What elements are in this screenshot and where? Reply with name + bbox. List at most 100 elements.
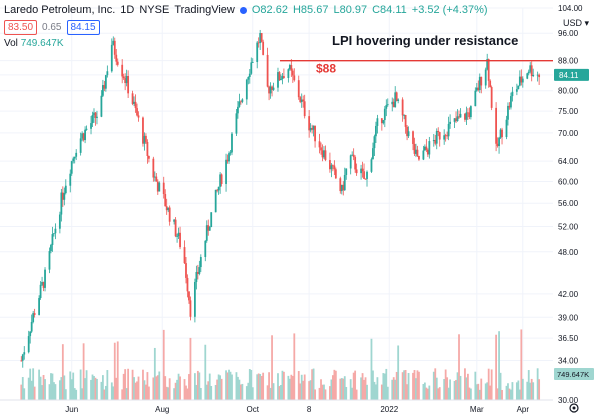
market-status-icon — [239, 6, 247, 14]
candle-body — [340, 184, 343, 192]
candle-body — [449, 121, 452, 124]
volume-bar — [422, 384, 425, 400]
volume-bar — [397, 345, 400, 400]
candle-body — [268, 86, 270, 94]
volume-bar — [145, 384, 147, 400]
candle-body — [423, 146, 426, 151]
candle-body — [376, 118, 379, 126]
volume-bar — [185, 385, 187, 400]
candle-body — [366, 171, 368, 179]
candle-body — [199, 257, 202, 268]
volume-bar — [478, 389, 481, 400]
volume-bar — [61, 344, 64, 400]
volume-bar — [418, 371, 420, 400]
volume-bar — [469, 388, 472, 400]
buy-button[interactable]: 84.15 — [66, 20, 100, 35]
volume-bar — [205, 384, 208, 400]
settings-gear-icon[interactable] — [569, 403, 579, 413]
candle-body — [196, 271, 199, 274]
candle-body — [82, 133, 85, 141]
candle-body — [131, 93, 134, 104]
volume-tag: 749.647K — [554, 368, 594, 380]
volume-bar — [323, 384, 325, 400]
candle-body — [352, 154, 355, 158]
candle-body — [372, 148, 374, 160]
volume-bar — [383, 373, 386, 400]
volume-bar — [165, 386, 168, 400]
candle-body — [412, 131, 414, 144]
candle-body — [318, 141, 321, 148]
currency-selector[interactable]: USD ▾ — [563, 18, 590, 28]
candle-body — [383, 108, 386, 121]
price-tick-label: 39.00 — [558, 313, 579, 322]
candle-body — [147, 155, 150, 159]
candle-body — [247, 76, 250, 80]
volume-bar — [480, 378, 483, 400]
candle-body — [443, 135, 446, 140]
volume-bar — [260, 375, 263, 400]
volume-bar — [443, 379, 446, 400]
candle-body — [228, 153, 230, 162]
volume-bar — [248, 369, 251, 400]
volume-bar — [329, 386, 331, 400]
candle-body — [404, 114, 407, 127]
candle-body — [331, 165, 334, 167]
candle-body — [320, 147, 322, 151]
volume-bar — [487, 368, 490, 400]
volume-bar — [186, 388, 189, 400]
volume-bar — [394, 379, 397, 400]
volume-bar — [103, 389, 106, 400]
volume-bar — [373, 381, 376, 400]
volume-bar — [386, 386, 389, 400]
interval[interactable]: 1D — [120, 4, 135, 16]
volume-bar — [245, 386, 248, 400]
time-tick-label: Jun — [65, 405, 78, 414]
volume-bar — [23, 388, 26, 400]
volume-bar — [54, 384, 57, 400]
candle-body — [345, 168, 348, 176]
candle-body — [453, 118, 456, 122]
candle-body — [278, 72, 281, 81]
volume-bar — [475, 384, 478, 400]
candle-body — [122, 76, 125, 79]
volume-bar — [268, 372, 270, 400]
candle-body — [226, 159, 229, 162]
volume-bar — [266, 385, 269, 400]
candle-body — [94, 112, 97, 118]
candle-body — [69, 173, 72, 186]
candle-body — [459, 113, 462, 118]
candle-body — [406, 126, 408, 137]
price-tick-label: 48.00 — [558, 248, 579, 257]
candle-body — [321, 150, 324, 158]
candle-body — [53, 233, 55, 235]
candle-body — [426, 149, 429, 155]
volume-bar — [214, 385, 217, 400]
volume-bar — [515, 382, 518, 400]
volume-bar — [501, 389, 503, 400]
candle-body — [437, 130, 440, 133]
candle-body — [79, 138, 82, 153]
price-axis: 104.00 96.00 88.00 80.00 75.00 70.00 64.00 60.0… — [553, 0, 594, 417]
candle-body — [330, 165, 333, 170]
volume-bar — [241, 383, 244, 400]
volume-bar — [250, 369, 253, 400]
sell-button[interactable]: 83.50 — [4, 20, 38, 35]
candle-body — [58, 214, 61, 229]
volume-bar — [434, 368, 437, 400]
candle-body — [487, 59, 490, 81]
volume-bar — [217, 374, 220, 400]
volume-bar — [44, 379, 46, 400]
candle-body — [521, 78, 524, 83]
volume-bar — [32, 368, 35, 400]
volume-bar — [167, 387, 170, 400]
volume-bar — [465, 377, 468, 400]
volume-bar — [283, 371, 285, 400]
candle-body — [360, 168, 362, 174]
candle-body — [235, 113, 238, 134]
open-value: O82.62 — [251, 4, 288, 16]
volume-bar — [235, 372, 238, 400]
symbol-name[interactable]: Laredo Petroleum, Inc. — [4, 4, 116, 16]
volume-bar — [486, 382, 489, 400]
volume-bar — [425, 387, 428, 400]
